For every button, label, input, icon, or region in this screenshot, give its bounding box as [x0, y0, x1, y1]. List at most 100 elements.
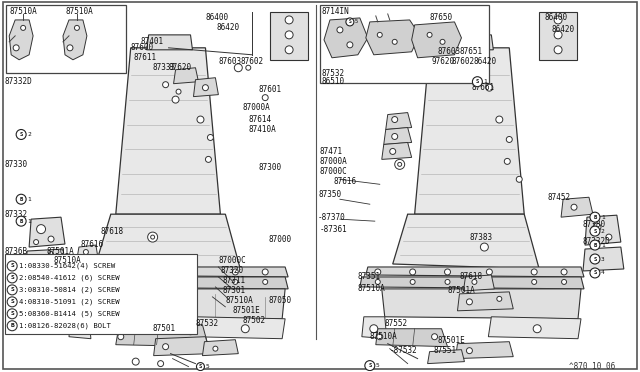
- Circle shape: [593, 223, 601, 231]
- Polygon shape: [202, 340, 238, 356]
- Circle shape: [16, 194, 26, 204]
- Bar: [539, 12, 577, 60]
- Text: 8736B: 8736B: [4, 247, 28, 256]
- Circle shape: [36, 256, 43, 263]
- Circle shape: [7, 321, 17, 331]
- Polygon shape: [69, 317, 91, 339]
- Bar: [6, 5, 125, 73]
- Circle shape: [262, 94, 268, 100]
- Circle shape: [496, 116, 503, 123]
- Polygon shape: [583, 247, 624, 271]
- Polygon shape: [393, 214, 539, 269]
- Circle shape: [486, 269, 492, 275]
- Text: 87532: 87532: [195, 319, 219, 328]
- Text: 87501A: 87501A: [46, 247, 74, 256]
- Text: 87330: 87330: [4, 160, 28, 169]
- Polygon shape: [193, 78, 218, 97]
- Text: 1:08126-82028(6) BOLT: 1:08126-82028(6) BOLT: [19, 323, 111, 329]
- Text: 87380: 87380: [583, 219, 606, 229]
- Text: B: B: [20, 197, 23, 202]
- Circle shape: [7, 297, 17, 307]
- Circle shape: [202, 85, 209, 91]
- Text: 5:08360-B1414 (5) SCREW: 5:08360-B1414 (5) SCREW: [19, 311, 120, 317]
- Circle shape: [392, 39, 397, 44]
- Text: 87471: 87471: [320, 147, 343, 156]
- Polygon shape: [147, 35, 193, 50]
- Circle shape: [561, 279, 566, 285]
- Polygon shape: [86, 289, 285, 319]
- Polygon shape: [412, 22, 461, 58]
- Circle shape: [591, 256, 598, 263]
- Circle shape: [392, 116, 397, 122]
- Text: 86510: 86510: [322, 77, 345, 86]
- Circle shape: [196, 363, 204, 371]
- Circle shape: [148, 269, 154, 275]
- Circle shape: [487, 279, 492, 285]
- Text: S: S: [348, 19, 351, 25]
- Text: 87616: 87616: [81, 240, 104, 248]
- Circle shape: [163, 344, 168, 350]
- Circle shape: [7, 309, 17, 319]
- Circle shape: [606, 234, 612, 240]
- Text: 87000C: 87000C: [218, 257, 246, 266]
- Text: 87603: 87603: [438, 47, 461, 56]
- Polygon shape: [366, 20, 420, 55]
- Circle shape: [561, 269, 567, 275]
- Text: 87602: 87602: [451, 57, 475, 66]
- Circle shape: [7, 285, 17, 295]
- Polygon shape: [116, 325, 209, 347]
- Text: 87618: 87618: [460, 272, 483, 282]
- Circle shape: [113, 279, 118, 285]
- Polygon shape: [9, 20, 33, 60]
- Polygon shape: [585, 215, 621, 245]
- Circle shape: [410, 269, 415, 275]
- Circle shape: [157, 360, 164, 366]
- Circle shape: [481, 243, 488, 251]
- Circle shape: [375, 269, 381, 275]
- Text: 87301: 87301: [222, 286, 246, 295]
- Circle shape: [486, 84, 493, 91]
- Text: 1: 1: [27, 197, 31, 202]
- Circle shape: [427, 32, 432, 37]
- Text: 1: 1: [483, 79, 487, 84]
- Text: 5: 5: [355, 19, 358, 25]
- Circle shape: [74, 325, 82, 333]
- Circle shape: [86, 279, 92, 285]
- Text: 2: 2: [27, 132, 31, 137]
- Circle shape: [132, 358, 139, 365]
- Polygon shape: [77, 245, 98, 259]
- Text: 86420: 86420: [551, 25, 574, 34]
- Text: B: B: [593, 243, 596, 247]
- Circle shape: [590, 240, 600, 250]
- Circle shape: [20, 25, 26, 31]
- Text: 87501: 87501: [153, 324, 176, 333]
- Circle shape: [205, 156, 211, 162]
- Polygon shape: [77, 275, 109, 291]
- Text: 86420: 86420: [216, 23, 239, 32]
- Text: S: S: [10, 311, 14, 316]
- Circle shape: [554, 31, 562, 39]
- Circle shape: [410, 279, 415, 285]
- Circle shape: [365, 360, 375, 371]
- Text: 87650: 87650: [429, 13, 452, 22]
- Text: 87510A: 87510A: [370, 332, 397, 341]
- Polygon shape: [463, 275, 494, 291]
- Circle shape: [233, 279, 238, 285]
- Bar: [5, 254, 198, 334]
- Circle shape: [554, 46, 562, 54]
- Polygon shape: [360, 277, 584, 289]
- Text: 87510A: 87510A: [9, 7, 37, 16]
- Text: 87452: 87452: [547, 193, 570, 202]
- Circle shape: [188, 329, 193, 335]
- Text: 87311: 87311: [222, 276, 246, 285]
- Text: 87651: 87651: [460, 47, 483, 56]
- Text: 87383: 87383: [469, 232, 493, 241]
- Circle shape: [378, 32, 382, 37]
- Text: -87361: -87361: [320, 225, 348, 234]
- Circle shape: [128, 291, 133, 296]
- Text: 87510A: 87510A: [358, 284, 386, 294]
- Text: S: S: [199, 364, 202, 369]
- Text: S: S: [476, 79, 479, 84]
- Circle shape: [590, 226, 600, 236]
- Text: 87501A: 87501A: [447, 286, 476, 295]
